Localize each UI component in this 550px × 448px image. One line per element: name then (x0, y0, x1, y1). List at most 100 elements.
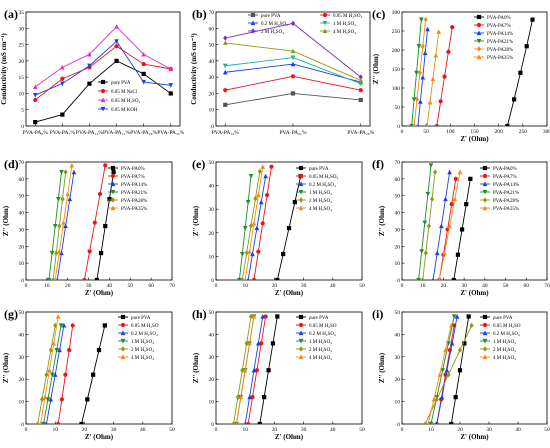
data-point (437, 372, 443, 377)
data-point (65, 191, 71, 197)
legend-label: PVA-PA14% (121, 183, 147, 188)
y-tick-label: 5 (21, 108, 24, 114)
legend-marker (482, 338, 488, 344)
legend-label: 0.2 M H₂SO₄ (261, 22, 288, 27)
legend-label: PVA-PA7% (487, 24, 511, 29)
x-tick-label: 0 (215, 283, 218, 289)
data-point (257, 168, 262, 175)
x-tick-label: 0 (401, 129, 404, 135)
y-tick-label: 10 (209, 108, 215, 114)
legend-label: 0.05 M H₂SO₄ (333, 14, 362, 19)
x-tick-label: 30 (461, 283, 467, 289)
x-tick-label: 30 (301, 283, 307, 289)
data-point (60, 81, 65, 87)
data-point (111, 170, 116, 175)
x-tick-label: PVA-PA₀% (23, 130, 49, 136)
data-point (70, 323, 75, 328)
data-point (87, 51, 92, 57)
x-tick-label: 50 (359, 283, 365, 289)
legend-entry: PVA-PA14% (480, 181, 519, 188)
data-point (141, 62, 146, 67)
data-point (505, 123, 510, 126)
data-point (422, 220, 428, 226)
legend-marker (322, 12, 328, 18)
data-point (286, 225, 292, 231)
legend-entry: pure PVA (296, 314, 329, 321)
legend-entry: pure PVA (98, 79, 131, 86)
x-tick-label: PVA-PA₁₄% (212, 130, 239, 136)
legend-entry: 0.2 M H₂SO₄ (118, 330, 158, 337)
series-0 (505, 17, 535, 126)
series-2 (243, 313, 266, 424)
data-point (32, 84, 38, 90)
legend-label: 0.2 M H₂SO₄ (309, 183, 336, 188)
y-tick-label: 30 (19, 26, 25, 32)
data-point (448, 322, 454, 328)
legend-entry: 0.05 M H₂SO₄ (320, 12, 362, 19)
data-point (60, 112, 65, 117)
data-point (56, 196, 61, 202)
legend-label: PVA-PA0% (493, 167, 517, 172)
data-point (33, 97, 38, 103)
legend-marker (110, 197, 116, 203)
legend-marker (322, 20, 328, 26)
data-point (453, 395, 458, 400)
legend-entry: 0.05 M KOH (98, 106, 138, 113)
legend-entry: 0.2 M H₂SO₄ (480, 330, 520, 337)
data-point (69, 162, 75, 168)
data-point (443, 196, 448, 202)
y-tick-label: 60 (19, 177, 25, 183)
series-0 (94, 170, 116, 280)
y-tick-label: 40 (19, 211, 25, 217)
legend-label: PVA-PA28% (487, 48, 513, 53)
data-point (425, 123, 429, 126)
series-2 (32, 24, 174, 90)
data-point (420, 74, 426, 80)
data-point (253, 195, 258, 202)
data-point (443, 347, 448, 353)
legend-label: 1 M H₂SO₄ (131, 340, 154, 345)
data-point (358, 88, 363, 93)
series-line (34, 26, 171, 88)
series-3 (416, 163, 434, 280)
data-point (416, 123, 420, 126)
data-point (446, 371, 451, 378)
series-1 (437, 176, 458, 280)
y-tick-label: 15 (19, 75, 25, 81)
data-point (444, 367, 450, 373)
data-point (256, 249, 261, 254)
legend-entry: PVA-PA28% (108, 197, 147, 204)
data-point (71, 169, 77, 175)
y-tick-label: 50 (209, 160, 215, 166)
x-tick-label: 20 (65, 283, 71, 289)
x-tick-label: 40 (330, 427, 336, 433)
x-axis-label: Z' (Ohm) (460, 433, 489, 441)
data-point (51, 277, 56, 280)
legend-entry: pure PVA (118, 314, 151, 321)
x-tick-label: 20 (457, 427, 463, 433)
data-point (247, 394, 252, 400)
y-axis-label: Z'' (Ohm) (2, 352, 10, 383)
legend-marker (250, 28, 256, 34)
legend-entry: pure PVA (480, 314, 513, 321)
y-tick-label: 70 (395, 160, 401, 166)
legend-marker (482, 173, 488, 179)
legend-marker (482, 330, 488, 336)
panel-i: (i) 0 10 20 30 40 50 0 10 20 30 40 50 Z' (Ohm) Z'' (Oh… (372, 307, 550, 441)
data-point (251, 220, 257, 226)
data-point (438, 277, 441, 280)
data-point (61, 322, 67, 328)
y-tick-label: 40 (395, 332, 401, 338)
data-point (464, 202, 469, 207)
data-point (414, 96, 420, 103)
data-point (32, 92, 38, 98)
panel-label: (b) (192, 7, 207, 21)
legend-entry: 2 M H₂SO₄ (480, 346, 516, 353)
data-point (107, 196, 112, 202)
legend-marker (482, 314, 488, 320)
data-point (247, 340, 252, 346)
data-point (457, 368, 463, 373)
x-tick-label: 0 (25, 427, 28, 433)
data-point (450, 25, 455, 30)
data-point (423, 250, 428, 256)
